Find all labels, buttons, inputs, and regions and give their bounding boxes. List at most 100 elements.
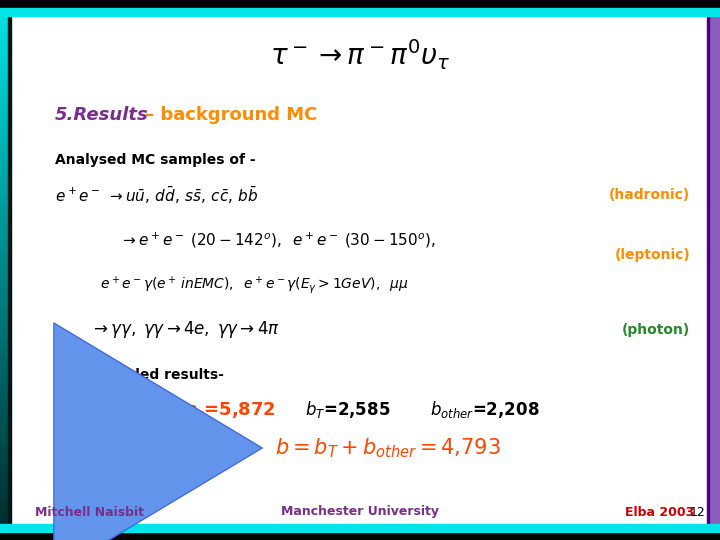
Bar (0, 299, 8, 302)
Bar (0, 56, 8, 59)
Bar (0, 377, 8, 381)
Bar (0, 120, 8, 124)
Bar (0, 382, 8, 386)
Text: (photon): (photon) (622, 323, 690, 337)
Bar (0, 126, 8, 130)
Bar (0, 509, 8, 513)
Bar (0, 188, 8, 192)
Bar (0, 156, 8, 159)
Text: (hadronic): (hadronic) (608, 188, 690, 202)
Bar (0, 93, 8, 97)
Bar (0, 174, 8, 178)
Bar (0, 228, 8, 232)
Bar (0, 534, 8, 537)
Bar (0, 37, 8, 40)
Bar (710, 16, 720, 524)
Bar (8, 16, 11, 524)
Bar (0, 23, 8, 27)
Bar (0, 307, 8, 310)
Bar (0, 463, 8, 467)
Bar (0, 64, 8, 68)
Bar (0, 196, 8, 200)
Bar (0, 323, 8, 327)
Bar (0, 320, 8, 324)
Bar (0, 498, 8, 502)
Text: 12: 12 (690, 505, 706, 518)
Bar (0, 99, 8, 103)
Bar (0, 272, 8, 275)
Bar (0, 212, 8, 216)
Bar (0, 458, 8, 462)
Bar (0, 66, 8, 70)
Bar (0, 69, 8, 73)
Bar (0, 485, 8, 489)
Bar (0, 474, 8, 478)
Bar (0, 318, 8, 321)
Text: Elba 2003: Elba 2003 (625, 505, 694, 518)
Bar (0, 10, 8, 14)
Bar (0, 396, 8, 400)
Bar (0, 280, 8, 284)
Text: $b = b_T + b_{other} = 4{,}793$: $b = b_T + b_{other} = 4{,}793$ (275, 436, 501, 460)
Text: $b_{other}$=2,208: $b_{other}$=2,208 (430, 400, 539, 421)
Text: Manchester University: Manchester University (281, 505, 439, 518)
Bar (0, 253, 8, 256)
Bar (0, 466, 8, 470)
Bar (0, 223, 8, 227)
Bar (0, 431, 8, 435)
Bar (0, 366, 8, 370)
Bar (0, 423, 8, 427)
Bar (0, 336, 8, 340)
Bar (0, 517, 8, 521)
Bar (0, 158, 8, 162)
Bar (0, 420, 8, 424)
Bar (0, 426, 8, 429)
Bar (0, 0, 8, 3)
Bar (0, 61, 8, 65)
Bar (0, 112, 8, 116)
Bar (0, 453, 8, 456)
Bar (0, 439, 8, 443)
Bar (0, 123, 8, 127)
Bar (0, 404, 8, 408)
Bar (0, 374, 8, 378)
Bar (0, 164, 8, 167)
Bar (0, 15, 8, 19)
Bar (0, 96, 8, 100)
Bar (0, 488, 8, 491)
Bar (0, 134, 8, 138)
Bar (0, 331, 8, 335)
Bar (0, 436, 8, 440)
Bar (0, 369, 8, 373)
Bar (0, 361, 8, 365)
Bar (0, 142, 8, 146)
Bar (0, 53, 8, 57)
Text: Analysed MC samples of -: Analysed MC samples of - (55, 153, 256, 167)
Text: $n_s$=5,872: $n_s$=5,872 (185, 400, 276, 420)
Bar (0, 180, 8, 184)
Bar (0, 88, 8, 92)
Bar (0, 77, 8, 81)
Bar (0, 161, 8, 165)
Text: $e^+e^-\gamma(e^+\,inEMC),\;\;e^+e^-\gamma(E_\gamma>1GeV),\;\;\mu\mu$: $e^+e^-\gamma(e^+\,inEMC),\;\;e^+e^-\gam… (100, 274, 409, 296)
Bar (0, 444, 8, 448)
Bar (0, 390, 8, 394)
Bar (0, 245, 8, 248)
Bar (0, 480, 8, 483)
Text: Mitchell Naisbit: Mitchell Naisbit (35, 505, 144, 518)
Bar (0, 309, 8, 313)
Bar (0, 315, 8, 319)
Bar (0, 347, 8, 351)
Bar (0, 191, 8, 194)
Bar (0, 48, 8, 51)
Bar (0, 83, 8, 86)
Bar (0, 504, 8, 508)
Bar (0, 85, 8, 89)
Bar (0, 455, 8, 459)
Bar (0, 153, 8, 157)
Bar (0, 131, 8, 135)
Bar (0, 42, 8, 46)
Bar (0, 301, 8, 305)
Bar (0, 185, 8, 189)
Bar (0, 350, 8, 354)
